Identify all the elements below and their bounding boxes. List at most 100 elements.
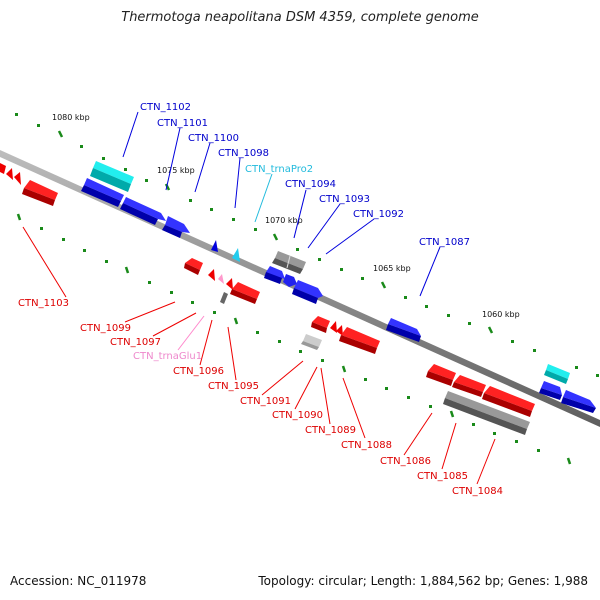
ruler-dot bbox=[80, 145, 83, 148]
label-CTN_1099[interactable]: CTN_1099 bbox=[80, 323, 131, 334]
label-CTN_trnaPro2[interactable]: CTN_trnaPro2 bbox=[245, 164, 313, 175]
gene-other-1070[interactable] bbox=[272, 251, 306, 274]
ruler-inner-major bbox=[16, 213, 572, 465]
gene-CTN_1085[interactable] bbox=[452, 375, 486, 397]
ruler-dot bbox=[596, 374, 599, 377]
callout-line bbox=[22, 226, 67, 298]
ruler-dot bbox=[515, 440, 518, 443]
gene-forward-right-2[interactable] bbox=[561, 390, 596, 413]
label-CTN_1091[interactable]: CTN_1091 bbox=[240, 396, 291, 407]
gene-CTN_1101[interactable] bbox=[81, 178, 124, 207]
forward-features[interactable] bbox=[81, 161, 596, 413]
callout-line bbox=[419, 246, 441, 297]
label-CTN_1096[interactable]: CTN_1096 bbox=[173, 366, 224, 377]
ruler-tick bbox=[124, 266, 130, 274]
gene-other-gray-1[interactable] bbox=[301, 334, 322, 350]
gene-small-forward[interactable] bbox=[211, 240, 218, 252]
ruler-dot bbox=[213, 311, 216, 314]
ruler-tick bbox=[272, 233, 279, 241]
label-CTN_1098[interactable]: CTN_1098 bbox=[218, 148, 269, 159]
gene-reverse-small-2[interactable] bbox=[14, 172, 21, 185]
ruler-dot bbox=[340, 268, 343, 271]
gene-CTN_1099[interactable] bbox=[184, 258, 203, 275]
callout-line bbox=[177, 315, 205, 351]
gene-CTN_trnaGlu1[interactable] bbox=[218, 274, 224, 284]
label-CTN_1086[interactable]: CTN_1086 bbox=[380, 456, 431, 467]
label-CTN_1095[interactable]: CTN_1095 bbox=[208, 381, 259, 392]
gene-reverse-edge[interactable] bbox=[0, 163, 6, 174]
callout-line bbox=[124, 301, 176, 323]
gene-CTN_1086[interactable] bbox=[426, 364, 456, 386]
gene-CTN_trnaPro2[interactable] bbox=[232, 248, 240, 262]
ruler-dot bbox=[62, 238, 65, 241]
ruler-dot bbox=[148, 281, 151, 284]
ruler-dot bbox=[256, 331, 259, 334]
ruler-tick bbox=[449, 410, 455, 418]
label-CTN_1085[interactable]: CTN_1085 bbox=[417, 471, 468, 482]
gene-CTN_1088[interactable] bbox=[339, 327, 380, 354]
callout-line bbox=[441, 422, 457, 470]
label-CTN_1084[interactable]: CTN_1084 bbox=[452, 486, 503, 497]
gene-CTN_1095[interactable] bbox=[220, 292, 228, 304]
gene-rna-right[interactable] bbox=[544, 364, 570, 384]
gene-CTN_1102[interactable] bbox=[90, 161, 134, 192]
gene-CTN_1084[interactable] bbox=[482, 386, 535, 417]
callout-line bbox=[320, 367, 331, 425]
gene-CTN_1103[interactable] bbox=[22, 180, 58, 206]
label-CTN_1097[interactable]: CTN_1097 bbox=[110, 337, 161, 348]
ruler-dot bbox=[575, 366, 578, 369]
label-CTN_1102[interactable]: CTN_1102 bbox=[140, 102, 191, 113]
gene-CTN_1092[interactable] bbox=[292, 280, 323, 304]
ruler-tick bbox=[380, 281, 387, 289]
gene-CTN_1089[interactable] bbox=[336, 325, 343, 336]
ruler-dot bbox=[83, 249, 86, 252]
callout-line bbox=[165, 127, 181, 191]
label-CTN_1100[interactable]: CTN_1100 bbox=[188, 133, 239, 144]
label-CTN_1089[interactable]: CTN_1089 bbox=[305, 425, 356, 436]
ruler-dot bbox=[296, 248, 299, 251]
label-CTN_trnaGlu1[interactable]: CTN_trnaGlu1 bbox=[133, 351, 202, 362]
gene-reverse-small-1[interactable] bbox=[6, 168, 13, 180]
label-CTN_1101[interactable]: CTN_1101 bbox=[157, 118, 208, 129]
ruler-dot bbox=[299, 350, 302, 353]
accession-text: Accession: NC_011978 bbox=[10, 574, 147, 588]
ruler-dot bbox=[210, 208, 213, 211]
ruler-dot bbox=[511, 340, 514, 343]
label-CTN_1093[interactable]: CTN_1093 bbox=[319, 194, 370, 205]
callout-line bbox=[294, 366, 318, 410]
callout-line bbox=[254, 173, 273, 223]
ruler-outer bbox=[15, 113, 599, 377]
label-CTN_1094[interactable]: CTN_1094 bbox=[285, 179, 336, 190]
callout-line bbox=[194, 142, 211, 193]
ruler-dot bbox=[102, 157, 105, 160]
gene-CTN_1087[interactable] bbox=[386, 318, 421, 342]
ruler-dot bbox=[407, 396, 410, 399]
callouts-top bbox=[122, 111, 441, 297]
gene-CTN_1094[interactable] bbox=[264, 266, 285, 284]
gene-CTN_1090[interactable] bbox=[330, 321, 337, 333]
gene-CTN_1098[interactable] bbox=[162, 216, 190, 238]
reverse-features[interactable] bbox=[0, 163, 535, 435]
label-CTN_1103[interactable]: CTN_1103 bbox=[18, 298, 69, 309]
gene-CTN_1096-a[interactable] bbox=[226, 278, 233, 290]
ruler-dot bbox=[533, 349, 536, 352]
gene-CTN_1096[interactable] bbox=[230, 282, 260, 304]
label-CTN_1092[interactable]: CTN_1092 bbox=[353, 209, 404, 220]
gene-other-gray-2[interactable] bbox=[443, 391, 530, 435]
ruler-dot bbox=[404, 296, 407, 299]
ruler-dot bbox=[472, 423, 475, 426]
label-CTN_1090[interactable]: CTN_1090 bbox=[272, 410, 323, 421]
ruler-tick bbox=[341, 365, 347, 373]
gene-CTN_1100[interactable] bbox=[120, 197, 166, 225]
gene-forward-right-1[interactable] bbox=[539, 381, 562, 400]
label-CTN_1087[interactable]: CTN_1087 bbox=[419, 237, 470, 248]
ruler-dot bbox=[468, 322, 471, 325]
gene-CTN_1091[interactable] bbox=[311, 316, 330, 333]
gene-CTN_1093[interactable] bbox=[283, 274, 297, 287]
label-CTN_1088[interactable]: CTN_1088 bbox=[341, 440, 392, 451]
callout-line bbox=[293, 189, 307, 239]
gene-CTN_1097[interactable] bbox=[208, 269, 215, 281]
ruler-tick bbox=[566, 457, 572, 465]
scale-label-1060: 1060 kbp bbox=[482, 310, 520, 319]
